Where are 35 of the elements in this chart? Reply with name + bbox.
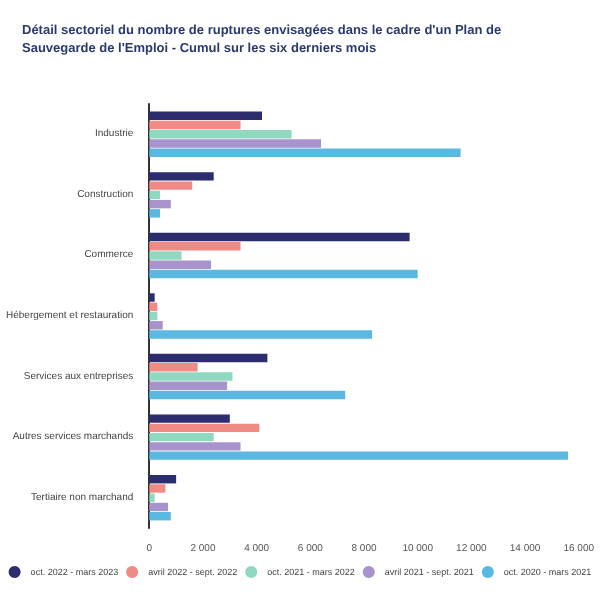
- bar: [149, 381, 228, 391]
- bar: [149, 199, 171, 209]
- bar: [149, 260, 212, 269]
- bar: [149, 111, 263, 120]
- bar: [149, 390, 346, 400]
- bar: [149, 311, 158, 321]
- bar: [149, 139, 322, 148]
- bar: [149, 269, 418, 279]
- bar: [149, 241, 241, 251]
- bar: [149, 232, 410, 242]
- bar: [149, 493, 155, 502]
- bar: [149, 293, 155, 302]
- bar: [149, 302, 158, 311]
- bar: [149, 190, 161, 200]
- bar: [149, 251, 182, 260]
- bar: [149, 130, 292, 139]
- bar: [149, 451, 568, 460]
- bar: [149, 432, 214, 442]
- bar: [149, 330, 373, 339]
- bar: [149, 321, 163, 330]
- bar: [149, 475, 177, 484]
- bar: [149, 414, 230, 423]
- bar: [149, 423, 260, 433]
- bar: [149, 363, 198, 372]
- bar: [149, 172, 214, 181]
- bar: [149, 181, 193, 190]
- bar: [149, 148, 461, 157]
- bar: [149, 442, 241, 451]
- bar: [149, 353, 268, 363]
- bar: [149, 512, 171, 521]
- bar: [149, 484, 166, 493]
- bar: [149, 502, 169, 512]
- bar: [149, 120, 241, 130]
- bar: [149, 372, 233, 381]
- bar: [149, 209, 161, 218]
